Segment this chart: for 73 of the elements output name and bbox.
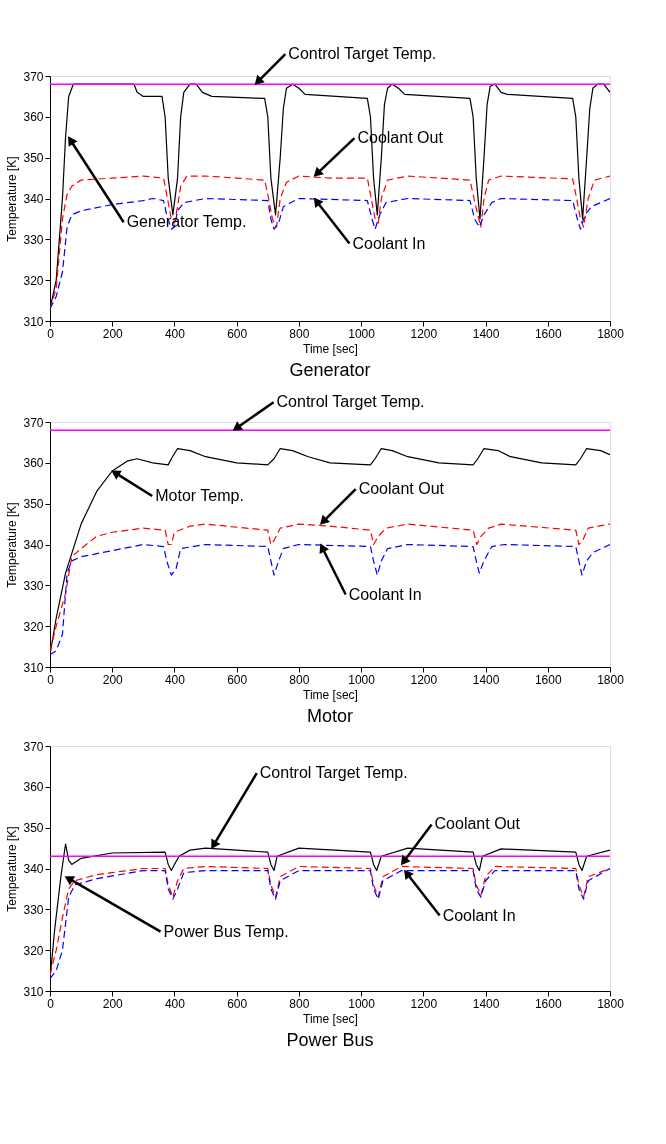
y-tick-label: 370 [23,69,44,84]
annotation: Coolant In [442,906,516,924]
x-tick-label: 0 [47,672,55,687]
x-tick-label: 0 [47,326,55,341]
annotation: Coolant In [352,234,426,252]
x-tick-label: 200 [102,672,124,687]
y-tick-label: 320 [23,273,44,288]
y-tick-label: 350 [23,497,44,512]
y-axis-title: Temperature [K] [5,156,20,242]
x-axis-title: Time [sec] [303,341,358,356]
y-tick-label: 340 [23,862,44,876]
y-tick-label: 320 [23,943,44,958]
annotation: Coolant Out [358,480,445,498]
annotation: Control Target Temp. [288,45,437,63]
x-tick-label: 1400 [472,326,500,341]
y-axis-title: Temperature [K] [5,826,20,912]
x-tick-label: 1400 [472,996,500,1011]
x-tick-label: 800 [289,672,310,687]
y-tick-label: 330 [23,232,44,247]
x-tick-label: 1600 [534,996,562,1011]
y-tick-label: 370 [23,739,44,754]
annotation: Coolant Out [434,815,521,833]
x-axis-title: Time [sec] [303,1011,358,1026]
x-tick-label: 600 [227,672,248,687]
x-tick-label: 400 [164,326,186,341]
x-tick-label: 1800 [597,326,625,341]
x-tick-label: 1000 [348,326,376,341]
x-tick-label: 0 [47,996,55,1011]
text: Power Bus [286,1030,374,1050]
x-tick-label: 1000 [348,996,376,1011]
y-tick-label: 360 [23,780,44,795]
y-tick-label: 350 [23,821,44,836]
x-tick-label: 1200 [410,672,438,687]
x-axis-title: Time [sec] [303,687,358,702]
y-tick-label: 360 [23,456,44,471]
line-series [50,197,610,310]
y-tick-label: 330 [23,902,44,917]
x-tick-label: 1200 [410,996,438,1011]
x-tick-label: 800 [289,996,310,1011]
annotation: Generator Temp. [126,213,247,231]
y-tick-label: 330 [23,578,44,593]
x-tick-label: 1800 [597,996,625,1011]
y-tick-label: 310 [23,660,44,675]
annotation: Control Target Temp. [276,393,425,411]
y-tick-label: 360 [23,110,44,125]
x-tick-label: 200 [102,326,124,341]
x-tick-label: 400 [164,672,186,687]
line-series [50,543,610,656]
y-axis-title: Temperature [K] [5,502,20,588]
annotation: Power Bus Temp. [163,922,289,940]
y-tick-label: 310 [23,984,44,999]
y-tick-label: 340 [23,192,44,206]
x-tick-label: 800 [289,326,310,341]
x-tick-label: 1200 [410,326,438,341]
x-tick-label: 1600 [534,672,562,687]
x-tick-label: 600 [227,326,248,341]
y-tick-label: 320 [23,619,44,634]
x-tick-label: 600 [227,996,248,1011]
y-tick-label: 350 [23,151,44,166]
annotation: Coolant In [348,585,422,603]
annotation: Control Target Temp. [259,764,408,782]
x-tick-label: 1600 [534,326,562,341]
x-tick-label: 1800 [597,672,625,687]
x-tick-label: 1000 [348,672,376,687]
y-tick-label: 370 [23,415,44,430]
x-tick-label: 200 [102,996,124,1011]
text: Motor [306,706,354,726]
annotation: Motor Temp. [155,487,244,504]
y-tick-label: 310 [23,314,44,329]
x-tick-label: 400 [164,996,186,1011]
y-tick-label: 340 [23,538,44,552]
x-tick-label: 1400 [472,672,500,687]
text: Generator [289,360,371,380]
